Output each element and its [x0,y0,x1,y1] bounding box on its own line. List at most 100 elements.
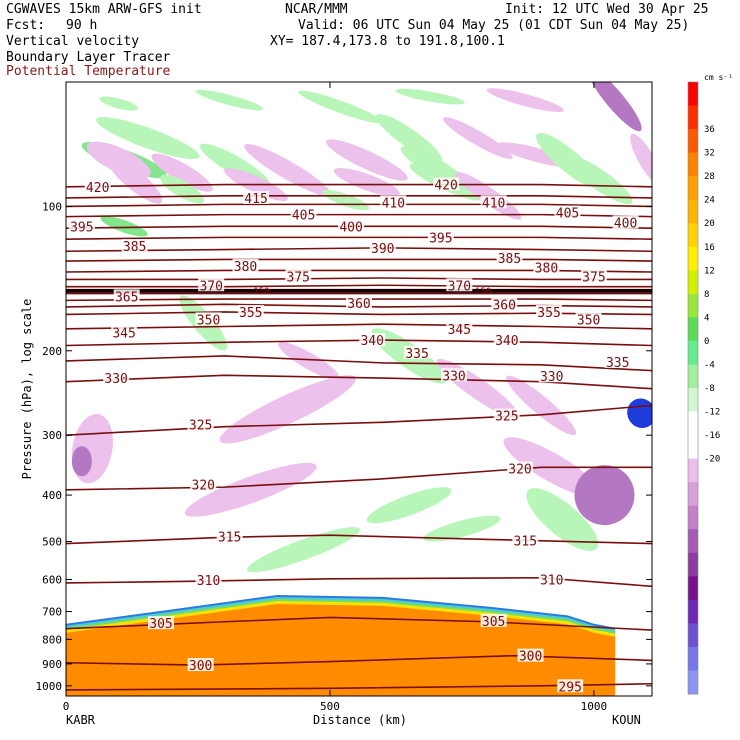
plot-frame [65,81,653,697]
contour-label-bg [493,333,520,347]
contour-label-bg [190,477,217,491]
fcst-hours: 90 h [66,18,98,33]
contour-label-small: 150 [253,287,269,297]
colorbar-label: -16 [704,431,720,441]
contour-label: 310 [540,573,563,588]
velocity-blob [366,487,452,524]
contour-label-bg [512,533,539,547]
contour-label-bg [380,195,407,209]
colorbar-segment [688,270,698,295]
contour-label-bg [285,269,312,283]
contour-label: 380 [535,261,558,276]
contour-label-bg [580,269,607,283]
org-label: NCAR/MMM [285,2,348,17]
contour-label: 335 [606,356,629,371]
contour-label: 420 [86,181,109,196]
contour-label-bg [198,278,225,292]
colorbar-segment [688,670,698,695]
contour-label-bg [612,215,639,229]
contour-label-bg [187,658,214,672]
theta-contour-335 [66,355,652,372]
contour-label-bg [493,408,520,422]
velocity-blob [184,462,317,517]
theta-contour-355 [66,303,652,308]
colorbar-segment [688,505,698,530]
velocity-blob [71,446,92,477]
theta-contour-330 [66,374,652,390]
theta-contour-375 [66,277,652,281]
velocity-blob [574,465,635,526]
x-axis-label: Distance (km) [313,713,407,727]
theta-contour-395 [66,236,652,240]
colorbar-label: 0 [704,337,709,347]
contour-label-bg [195,573,222,587]
colorbar-segment [688,199,698,224]
field-boundary-layer-tracer: Boundary Layer Tracer [6,50,171,65]
contour-label: 390 [371,242,394,257]
contour-label-bg [113,289,140,303]
velocity-blob [375,113,443,163]
contour-label: 325 [189,419,212,434]
velocity-blob [244,143,332,197]
colorbar-label: 28 [704,172,715,182]
contour-label: 370 [448,279,471,294]
theta-contour-325 [66,404,652,436]
contour-label: 355 [537,306,560,321]
theta-contour-385 [66,258,652,262]
contour-label: 335 [405,347,428,362]
velocity-blob [99,96,139,111]
valid-time: Valid: 06 UTC Sun 04 May 25 (01 CDT Sun … [298,18,690,33]
contour-label: 380 [234,260,257,275]
contour-label: 355 [239,306,262,321]
contour-label: 365 [115,290,138,305]
model-title: CGWAVES 15km ARW-GFS init [6,2,202,17]
y-tick-label: 1000 [36,680,63,693]
velocity-blob [100,216,148,237]
colorbar: 36 32 28 24 20 16 12 8 4 0 -4 -8 -12 -16 -20 [687,81,720,695]
contour-label: 310 [197,574,220,589]
y-tick-label: 600 [42,573,62,586]
x-axis: 0 500 1000 [63,82,607,713]
y-tick-label: 300 [42,429,62,442]
contour-label: 345 [112,326,135,341]
theta-contour-360 [66,298,652,302]
colorbar-label: 16 [704,243,715,253]
colorbar-segment [688,529,698,554]
fcst-label: Fcst: [6,18,46,33]
y-tick-label: 900 [42,658,62,671]
contour-label-bg [404,345,431,359]
y-tick-label: 400 [42,489,62,502]
colorbar-label: 12 [704,266,715,276]
velocity-blob [278,342,340,380]
colorbar-segment [688,458,698,483]
colorbar-label: -4 [704,360,715,370]
colorbar-label: -8 [704,384,715,394]
contour-label: 385 [123,240,146,255]
velocity-blob [486,88,564,112]
contour-label-bg [346,296,372,310]
contour-label-bg [369,240,396,254]
contour-label-bg [557,679,584,693]
y-tick-label: 100 [42,200,62,213]
velocity-blob [565,155,633,205]
x-tick-label: 0 [63,700,70,713]
contour-label: 370 [199,279,222,294]
contour-label: 350 [197,313,220,328]
contour-label-bg [359,333,386,347]
velocity-blob [588,82,642,132]
theta-contour-380 [66,269,652,273]
contour-label: 330 [442,369,465,384]
contour-label: 330 [540,370,563,385]
colorbar-segment [688,364,698,389]
contour-label-bg [446,278,473,292]
contour-label: 305 [482,615,505,630]
contour-label: 410 [482,196,505,211]
theta-contour-310 [66,576,652,588]
contour-label-bg [480,195,507,209]
left-endpoint-label: KABR [66,713,96,727]
contour-label-bg [441,368,468,382]
colorbar-segment [688,623,698,648]
contour-label-bg [216,529,243,543]
velocity-blob [298,90,383,124]
contour-label-bg [536,304,563,318]
